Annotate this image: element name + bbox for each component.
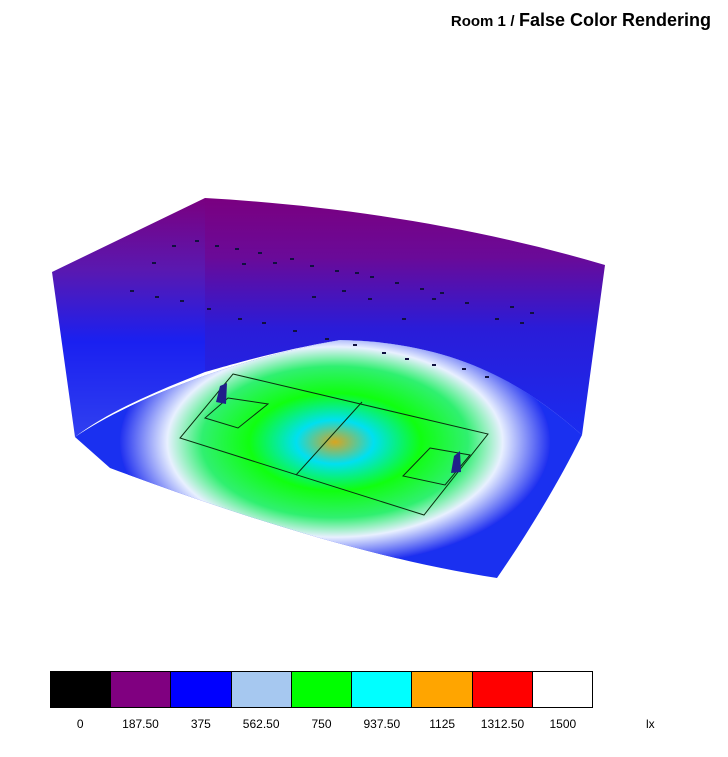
luminaire-marker <box>342 290 346 292</box>
luminaire-marker <box>432 364 436 366</box>
luminaire-marker <box>395 282 399 284</box>
luminaire-marker <box>405 358 409 360</box>
luminaire-marker <box>495 318 499 320</box>
legend-tick-label: 187.50 <box>122 717 159 731</box>
luminaire-marker <box>312 296 316 298</box>
luminaire-marker <box>152 262 156 264</box>
luminaire-marker <box>335 270 339 272</box>
goal-left <box>216 383 227 404</box>
luminaire-marker <box>465 302 469 304</box>
legend-tick-label: 562.50 <box>242 717 280 731</box>
luminaire-marker <box>155 296 159 298</box>
luminaire-marker <box>273 262 277 264</box>
luminaire-marker <box>238 318 242 320</box>
luminaire-marker <box>180 300 184 302</box>
legend-swatch <box>532 672 592 707</box>
legend-swatch <box>412 672 473 707</box>
luminaire-marker <box>235 248 239 250</box>
luminaire-marker <box>195 240 199 242</box>
legend-tick-label: 375 <box>190 717 211 731</box>
luminaire-marker <box>368 298 372 300</box>
legend-swatch <box>51 672 112 707</box>
back-wall <box>205 198 605 435</box>
legend-tick-label: 1312.50 <box>480 717 525 731</box>
legend-swatch <box>352 672 413 707</box>
legend-tick-label: 1125 <box>429 717 456 731</box>
luminaire-marker <box>290 258 294 260</box>
room-name: Room 1 <box>450 13 506 30</box>
luminaire-marker <box>242 263 246 265</box>
luminaire-marker <box>355 272 359 274</box>
luminaire-marker <box>293 330 297 332</box>
luminaire-marker <box>402 318 406 320</box>
title-separator: / <box>510 13 515 30</box>
legend-swatch <box>231 672 292 707</box>
luminaire-marker <box>258 252 262 254</box>
page-title: Room 1 / False Color Rendering <box>451 10 711 31</box>
luminaire-marker <box>262 322 266 324</box>
goal-right <box>451 451 461 473</box>
legend-swatch <box>472 672 533 707</box>
legend-ticks: 0 187.50 375 562.50 750 937.50 1125 1312.50 1500 <box>0 717 728 735</box>
legend-tick-label: 750 <box>311 717 332 731</box>
luminaire-marker <box>420 288 424 290</box>
luminaire-marker <box>530 312 534 314</box>
left-wall <box>52 198 205 437</box>
false-color-rendering-scene <box>52 198 605 578</box>
legend-unit: lx <box>646 717 655 731</box>
luminaire-marker <box>207 308 211 310</box>
legend-swatch <box>111 672 172 707</box>
luminaire-marker <box>172 245 176 247</box>
rendering-title: False Color Rendering <box>518 10 711 30</box>
luminaire-marker <box>462 368 466 370</box>
luminaire-marker <box>353 344 357 346</box>
legend-swatch <box>171 672 232 707</box>
luminaire-marker <box>485 376 489 378</box>
luminaire-marker <box>310 265 314 267</box>
luminaire-marker <box>370 276 374 278</box>
luminaire-marker <box>440 292 444 294</box>
legend-tick-label: 1500 <box>549 717 577 731</box>
luminaire-marker <box>432 298 436 300</box>
luminaire-marker <box>325 338 329 340</box>
luminaire-marker <box>510 306 514 308</box>
luminaire-marker <box>382 352 386 354</box>
luminaire-marker <box>215 245 219 247</box>
luminaire-marker <box>520 322 524 324</box>
legend-tick-label: 0 <box>76 717 84 731</box>
color-scale-legend <box>50 671 593 708</box>
luminaire-marker <box>130 290 134 292</box>
luminaire-markers <box>130 240 534 378</box>
court-markings <box>179 373 489 516</box>
legend-tick-label: 937.50 <box>363 717 401 731</box>
legend-swatch <box>291 672 353 707</box>
